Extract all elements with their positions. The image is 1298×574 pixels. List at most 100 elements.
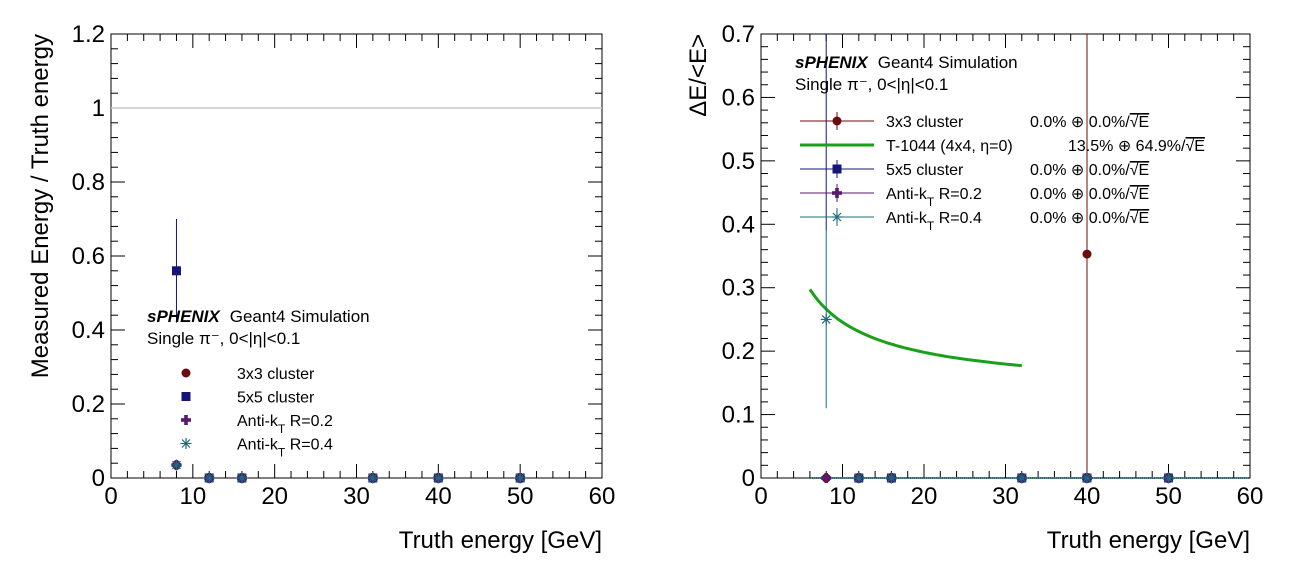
- legend-sub: T: [278, 446, 286, 460]
- y-tick-label: 1: [92, 95, 105, 122]
- y-tick-label: 0.8: [72, 169, 105, 196]
- x-tick-label: 40: [1074, 483, 1101, 510]
- legend-label: Anti-kT R=0.2: [237, 413, 333, 436]
- legend-name: 3x3 cluster: [886, 114, 964, 131]
- series-3: [171, 460, 526, 483]
- marker-star-d2: [886, 473, 896, 483]
- plot-frame: [760, 33, 1251, 479]
- marker-plus-v: [184, 415, 188, 425]
- series-1: [821, 34, 1173, 483]
- plot-panel-1: 0 10 20 30 40 50 60 0 0.2 0.4 0.6 0.8 1 1.2 Truth ener…: [27, 21, 615, 554]
- x-axis-label: Truth energy [GeV]: [1047, 527, 1250, 554]
- y-tick-label: 0.2: [72, 391, 105, 418]
- y-tick-label: 0.3: [722, 275, 755, 302]
- x-tick-label: 10: [179, 483, 206, 510]
- legend-name: Anti-k: [237, 413, 279, 430]
- legend-fit-text: 0.0% ⊕ 0.0%/: [1030, 162, 1130, 179]
- legend-tail: R=0.4: [285, 437, 333, 454]
- marker-circle: [832, 116, 842, 126]
- y-tick-label: 0.7: [722, 21, 755, 48]
- x-tick-label: 0: [104, 483, 117, 510]
- marker-star-d2: [1164, 473, 1173, 483]
- marker-star-d2: [433, 473, 443, 483]
- legend-name: 5x5 cluster: [886, 162, 964, 179]
- legend-label: Anti-kT R=0.4: [886, 210, 982, 233]
- legend-label: T-1044 (4x4, η=0): [886, 138, 1013, 155]
- marker-square: [181, 392, 191, 401]
- y-tick-label: 0: [742, 465, 755, 492]
- annotation-title: sPHENIX Geant4 Simulation: [795, 53, 1018, 72]
- series-1: [171, 460, 525, 483]
- legend-fit: 0.0% ⊕ 0.0%/√E: [1030, 114, 1149, 131]
- marker-plus-v: [824, 473, 828, 483]
- legend-name: Anti-k: [886, 210, 928, 227]
- plot-frame: [110, 33, 603, 479]
- marker-star-d2: [237, 473, 247, 483]
- y-tick-label: 0.4: [72, 317, 105, 344]
- legend-sub: T: [278, 422, 286, 436]
- legend-fit-sqrt: √E: [1130, 114, 1149, 131]
- y-axis-label: Measured Energy / Truth energy: [27, 34, 54, 378]
- legend-label: Anti-kT R=0.4: [237, 437, 333, 460]
- x-tick-label: 20: [911, 483, 938, 510]
- marker-star-d2: [1082, 473, 1092, 483]
- y-tick-label: 0.1: [722, 402, 755, 429]
- legend-tail: R=0.2: [285, 413, 333, 430]
- x-tick-label: 30: [343, 483, 370, 510]
- legend-fit-sqrt: √E: [1130, 186, 1149, 203]
- resolution-curve: [808, 288, 1022, 368]
- legend-label: 5x5 cluster: [886, 162, 964, 179]
- legend-label: 3x3 cluster: [237, 366, 315, 383]
- x-tick-label: 0: [754, 483, 767, 510]
- x-tick-label: 50: [1155, 483, 1182, 510]
- y-tick-label: 1.2: [72, 21, 105, 48]
- marker-star-d2: [204, 473, 214, 483]
- plot-panel-2: 0 10 20 30 40 50 60 0 0.1 0.2 0.3 0.4 0.5 0.6 0.7 Truth…: [685, 21, 1263, 554]
- x-tick-label: 20: [261, 483, 288, 510]
- marker-star-d2: [821, 315, 831, 324]
- legend-fit-text: 0.0% ⊕ 0.0%/: [1030, 114, 1130, 131]
- series-5: [820, 230, 1174, 484]
- legend-name: T-1044 (4x4, η=0): [886, 138, 1013, 155]
- x-tick-label: 60: [1237, 483, 1264, 510]
- legend-name: 5x5 cluster: [237, 390, 315, 407]
- legend-tail: R=0.4: [934, 210, 982, 227]
- marker-square: [171, 266, 181, 276]
- legend-fit: 13.5% ⊕ 64.9%/√E: [1068, 138, 1205, 155]
- marker-star-d2: [832, 212, 842, 222]
- marker-star-d2: [515, 473, 525, 483]
- legend: 3x3 cluster 0.0% ⊕ 0.0%/√ET-1044 (4x4, η=…: [800, 112, 1205, 233]
- series-3: [825, 34, 1173, 483]
- legend-tail: R=0.2: [934, 186, 982, 203]
- marker-circle: [181, 368, 191, 378]
- legend-fit-text: 0.0% ⊕ 0.0%/: [1030, 186, 1130, 203]
- annotation-subtitle: Single π⁻, 0<|η|<0.1: [147, 329, 300, 348]
- y-tick-label: 0: [92, 465, 105, 492]
- marker-circle: [1082, 249, 1092, 259]
- marker-square: [832, 164, 842, 174]
- legend-label: Anti-kT R=0.2: [886, 186, 982, 209]
- legend-sub: T: [927, 219, 935, 233]
- x-tick-label: 10: [829, 483, 856, 510]
- marker-star-d2: [1017, 473, 1027, 483]
- annotation-subtitle: Single π⁻, 0<|η|<0.1: [795, 75, 948, 94]
- y-axis-label: ΔE/<E>: [685, 34, 712, 117]
- x-tick-label: 50: [507, 483, 534, 510]
- annotation-brand: sPHENIX: [795, 53, 869, 72]
- legend-label: 5x5 cluster: [237, 390, 315, 407]
- legend-fit-sqrt: √E: [1185, 138, 1204, 155]
- legend-fit: 0.0% ⊕ 0.0%/√E: [1030, 186, 1149, 203]
- y-tick-label: 0.4: [722, 211, 755, 238]
- annotation-text: Geant4 Simulation: [878, 53, 1018, 72]
- legend-label: 3x3 cluster: [886, 114, 964, 131]
- series-4: [170, 459, 526, 484]
- marker-plus-v: [835, 188, 839, 198]
- y-tick-label: 0.6: [72, 243, 105, 270]
- y-tick-label: 0.5: [722, 148, 755, 175]
- legend-fit-text: 13.5% ⊕ 64.9%/: [1068, 138, 1186, 155]
- annotation-brand: sPHENIX: [147, 307, 221, 326]
- legend-fit-sqrt: √E: [1130, 162, 1149, 179]
- series-2: [808, 288, 1022, 368]
- annotation-text: Geant4 Simulation: [230, 307, 370, 326]
